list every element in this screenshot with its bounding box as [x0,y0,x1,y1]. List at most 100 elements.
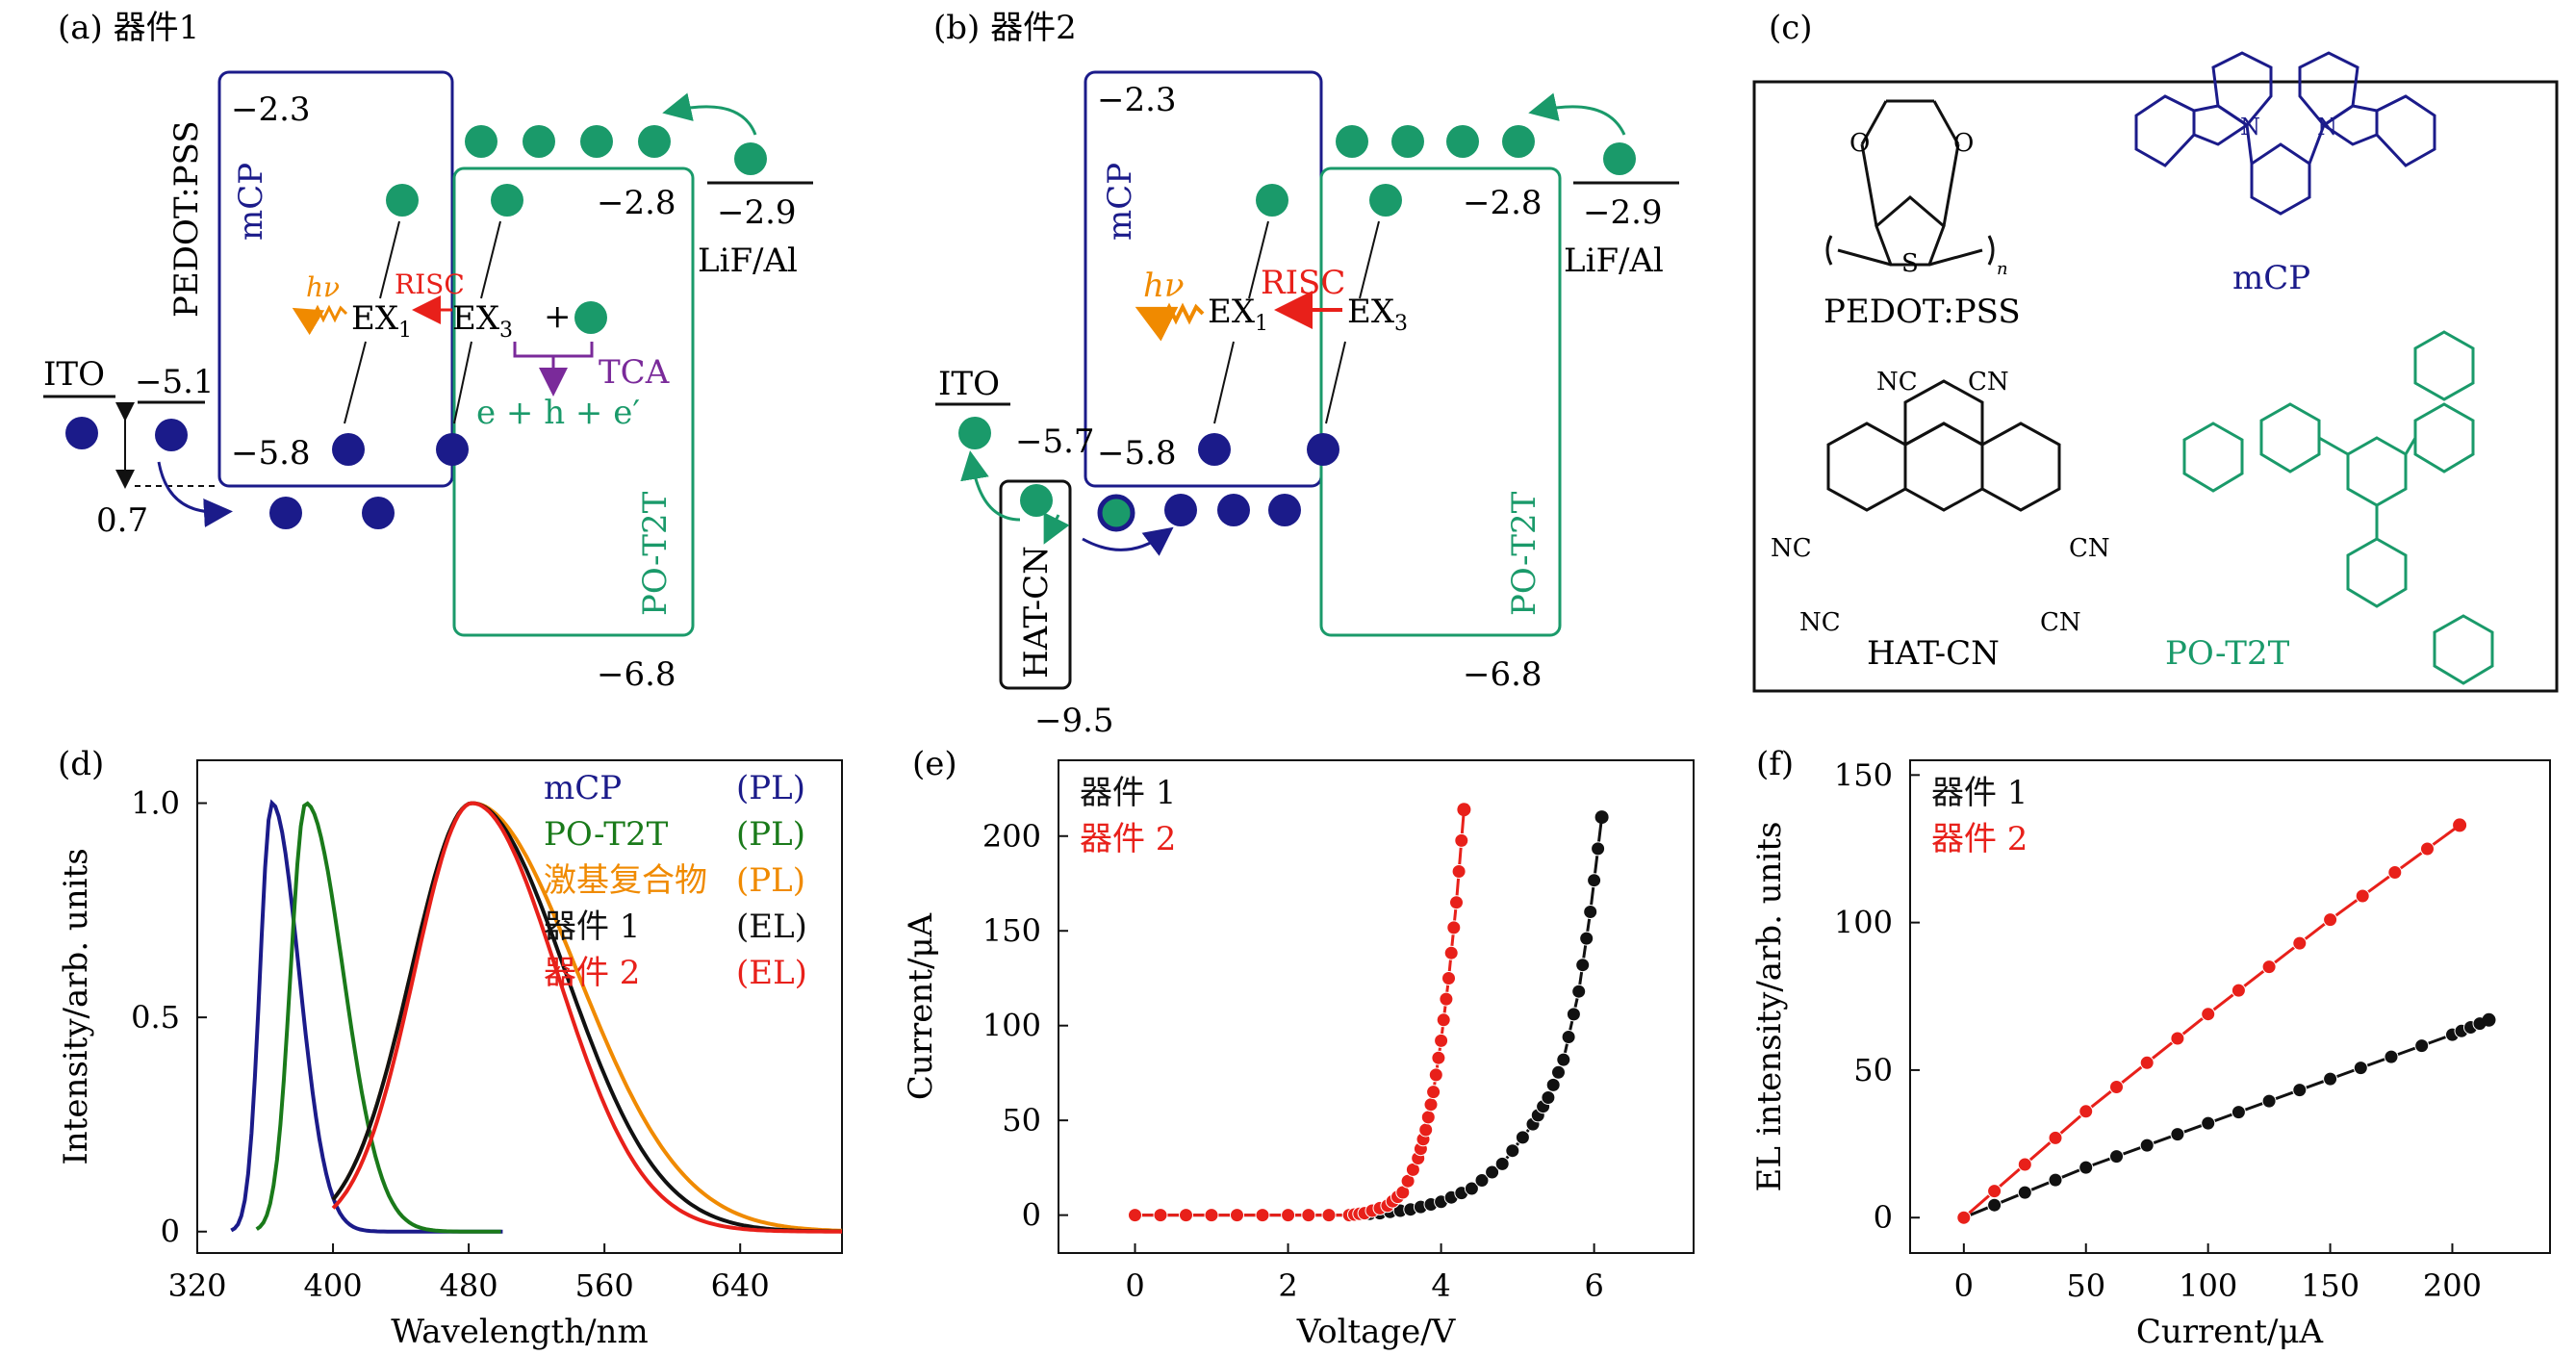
legend-tag: (PL) [736,815,805,854]
data-point [1541,1090,1556,1105]
panel-b-label: (b) 器件2 [933,9,1077,47]
hatcn-nc-left: NC [1771,534,1812,563]
data-point [1446,920,1462,935]
data-point [2231,983,2246,998]
panel-c: (c) O O S n PEDOT:PSS N N mCP [1752,9,2559,693]
data-point [1579,931,1594,946]
plot-d-legend: mCP (PL) PO-T2T (PL) 激基复合物 (PL) 器件 1 (EL) 器件 2 (E… [544,769,807,992]
x-tick-label: 560 [575,1267,634,1304]
hatcn-label: HAT-CN [1017,546,1056,678]
plot-e-ylabel: Current/μA [902,912,940,1100]
data-point [2323,1071,2338,1087]
lif-level-b: −2.9 [1583,193,1663,232]
data-point [1566,1007,1581,1022]
plot-e-legend: 器件 1 器件 2 [1080,774,1176,858]
series-line [230,799,503,1234]
data-point [2453,818,2467,832]
plot-e-curves [1128,803,1609,1223]
plot-d-frame [196,759,843,1254]
offset-label: 0.7 [96,501,148,540]
ito-level-b: −5.7 [1015,422,1095,461]
data-point [2261,959,2277,975]
plot-d-curves [230,799,843,1234]
x-tick-label: 200 [2423,1267,2482,1304]
data-point [1426,1085,1441,1100]
data-point [2079,1160,2094,1175]
x-tick-label: 320 [167,1267,226,1304]
legend-name: PO-T2T [544,815,669,854]
data-point [1423,1097,1439,1113]
data-point [1987,1184,2002,1199]
pot2t-structure [2182,330,2494,685]
electron-row [386,92,767,334]
tca-label: TCA [599,353,670,392]
y-tick-label: 50 [1002,1102,1041,1139]
legend-name: 器件 1 [544,908,640,946]
plot-e-ticks: 0 2 4 6 0 50 100 150 200 [982,818,1604,1304]
data-point [1515,1130,1530,1145]
y-tick-label: 1.0 [131,785,180,822]
data-point [2048,1172,2063,1188]
data-point [2139,1138,2155,1153]
x-tick-label: 2 [1278,1267,1297,1304]
panel-e-label: (e) [912,745,957,783]
data-point [1255,1208,1270,1223]
data-point [2109,1149,2124,1164]
data-point [1434,1033,1449,1048]
data-point [1987,1197,2002,1213]
pot2t-label: PO-T2T [636,491,675,616]
data-point [1321,1208,1337,1223]
data-point [2261,1093,2277,1109]
ito-label-b: ITO [938,365,1000,403]
legend-tag: (EL) [736,954,807,992]
data-point [1583,905,1598,919]
data-point [1457,803,1471,817]
plot-f-ticks: 0 50 100 150 200 0 50 100 150 [1834,756,2482,1304]
plot-d-xlabel: Wavelength/nm [391,1313,648,1351]
data-point [2420,841,2435,857]
plus-a: + [544,297,572,336]
data-point [1956,1210,1972,1225]
plot-f-curves [1956,818,2496,1225]
ehe-label: e + h + e′ [476,394,640,432]
lif-label-b: LiF/Al [1564,242,1664,280]
panel-d: (d) 320 400 480 560 640 0 0.5 1.0 Wavelength/nm… [57,745,843,1351]
pot2t-lumo-b: −2.8 [1463,184,1543,222]
mcp-homo-b: −5.8 [1097,434,1177,473]
series-line [255,801,501,1234]
electron-row-b [958,92,1636,545]
mcp-n1: N [2240,114,2260,141]
data-point [2170,1127,2185,1142]
data-point [1545,1077,1561,1092]
mcp-n2: N [2317,114,2337,141]
data-point [1575,958,1591,973]
data-point [1454,832,1469,848]
pot2t-box-b [1319,166,1562,637]
y-tick-label: 150 [1834,756,1893,793]
y-tick-label: 200 [982,818,1041,855]
x-tick-label: 0 [1954,1267,1974,1304]
panel-b: (b) 器件2 mCP −2.3 −5.8 PO-T2T −2.8 −6.8 −… [933,9,1679,740]
pedot-n-sub: n [1997,259,2008,279]
data-point [1204,1208,1219,1223]
data-point [2414,1038,2430,1054]
legend-tag: (EL) [736,908,807,946]
x-tick-label: 480 [440,1267,498,1304]
data-point [2109,1080,2124,1094]
mcp-box [217,70,454,488]
data-point [1591,841,1606,857]
data-point [2048,1130,2063,1145]
mcp-label-b: mCP [1101,163,1139,241]
pot2t-homo-b: −6.8 [1463,655,1543,694]
x-tick-label: 150 [2301,1267,2359,1304]
data-point [2353,1061,2368,1076]
pedot-structure [1825,99,1995,267]
pot2t-lumo: −2.8 [597,184,676,222]
mcp-label: mCP [232,163,270,241]
plot-f-ylabel: EL intensity/arb. units [1750,822,1789,1192]
data-point [1443,945,1459,960]
data-point [1418,1122,1434,1138]
panel-a-label: (a) 器件1 [58,9,199,47]
hatcn-nc-top: NC [1876,368,1918,397]
